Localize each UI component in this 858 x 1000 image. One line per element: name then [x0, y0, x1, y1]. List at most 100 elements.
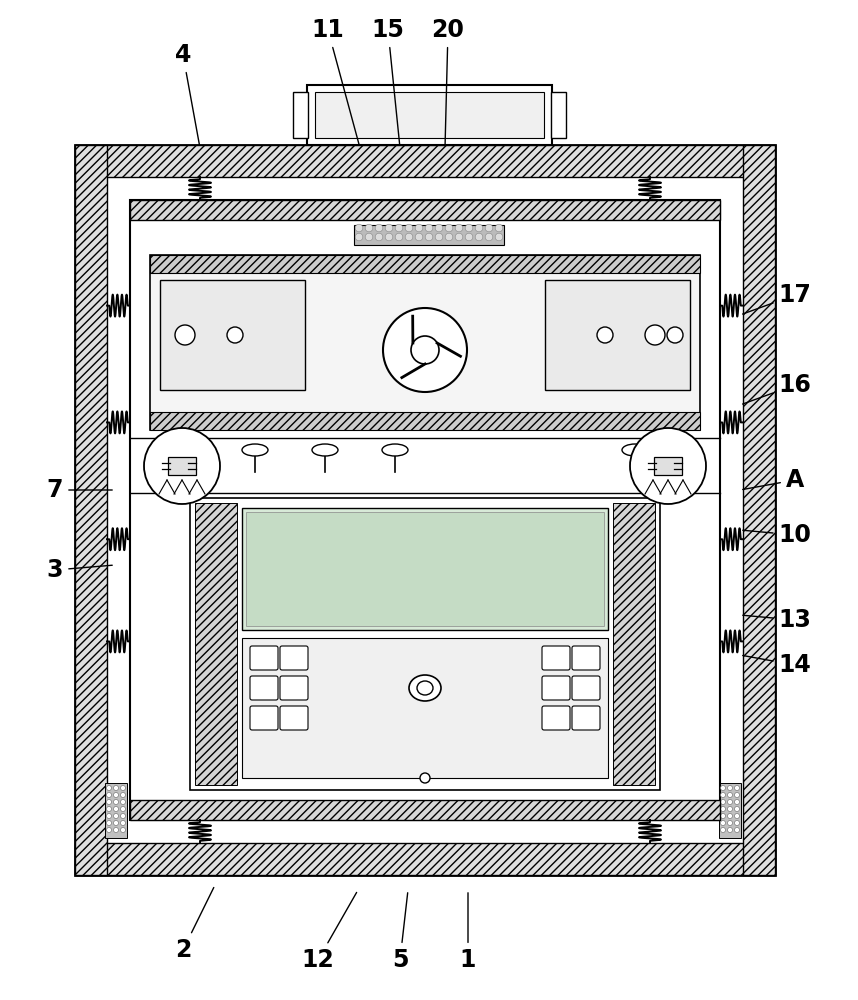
Circle shape — [396, 224, 402, 232]
Bar — [551, 92, 566, 138]
Text: 5: 5 — [392, 893, 408, 972]
Circle shape — [113, 800, 118, 804]
Circle shape — [120, 806, 125, 812]
Text: A: A — [743, 468, 804, 492]
Circle shape — [475, 224, 483, 232]
Bar — [150, 412, 700, 430]
Circle shape — [426, 233, 432, 241]
Circle shape — [415, 233, 423, 241]
Bar — [150, 255, 700, 273]
Circle shape — [465, 233, 473, 241]
Circle shape — [486, 224, 492, 232]
FancyBboxPatch shape — [250, 676, 278, 700]
Bar — [195, 503, 237, 785]
Circle shape — [106, 820, 112, 826]
Bar — [150, 255, 700, 430]
Text: 12: 12 — [302, 892, 357, 972]
Bar — [315, 92, 544, 138]
Circle shape — [375, 233, 383, 241]
Circle shape — [106, 828, 112, 832]
Circle shape — [411, 336, 439, 364]
Bar — [613, 503, 655, 785]
Text: 7: 7 — [46, 478, 112, 502]
Circle shape — [721, 828, 726, 832]
Bar — [246, 512, 604, 626]
Circle shape — [734, 820, 740, 826]
Circle shape — [106, 814, 112, 818]
Bar — [160, 280, 305, 390]
Circle shape — [420, 773, 430, 783]
Circle shape — [728, 814, 733, 818]
Circle shape — [120, 820, 125, 826]
Circle shape — [113, 792, 118, 798]
Bar — [743, 145, 775, 875]
FancyBboxPatch shape — [542, 706, 570, 730]
Circle shape — [113, 814, 118, 818]
Circle shape — [106, 786, 112, 790]
Text: 3: 3 — [46, 558, 112, 582]
Circle shape — [120, 800, 125, 804]
Circle shape — [734, 814, 740, 818]
Circle shape — [435, 224, 443, 232]
Ellipse shape — [177, 444, 203, 456]
Circle shape — [721, 806, 726, 812]
Circle shape — [385, 224, 393, 232]
Ellipse shape — [622, 444, 648, 456]
FancyBboxPatch shape — [280, 676, 308, 700]
Ellipse shape — [312, 444, 338, 456]
FancyBboxPatch shape — [250, 646, 278, 670]
Circle shape — [734, 786, 740, 790]
FancyBboxPatch shape — [572, 676, 600, 700]
Circle shape — [721, 820, 726, 826]
Bar — [719, 783, 741, 838]
Text: 1: 1 — [460, 893, 476, 972]
Circle shape — [106, 792, 112, 798]
Bar — [75, 843, 775, 875]
Bar — [242, 638, 608, 778]
Circle shape — [728, 786, 733, 790]
Text: 15: 15 — [372, 18, 404, 145]
Circle shape — [721, 786, 726, 790]
Text: 16: 16 — [743, 373, 812, 404]
Circle shape — [734, 806, 740, 812]
Circle shape — [495, 224, 503, 232]
Circle shape — [465, 224, 473, 232]
Bar — [168, 457, 196, 475]
Text: 11: 11 — [311, 18, 360, 145]
Circle shape — [728, 820, 733, 826]
Bar — [105, 783, 127, 838]
Circle shape — [597, 327, 613, 343]
Bar — [130, 200, 720, 220]
Ellipse shape — [382, 444, 408, 456]
Circle shape — [415, 224, 423, 232]
Circle shape — [728, 792, 733, 798]
Circle shape — [456, 233, 462, 241]
Bar — [354, 225, 504, 245]
Circle shape — [355, 233, 363, 241]
Circle shape — [106, 806, 112, 812]
Bar — [293, 92, 308, 138]
Bar — [242, 508, 608, 630]
Text: 14: 14 — [743, 653, 812, 677]
Bar — [307, 85, 552, 145]
Circle shape — [120, 792, 125, 798]
Circle shape — [734, 828, 740, 832]
Text: 20: 20 — [432, 18, 464, 145]
Circle shape — [445, 224, 453, 232]
Text: 2: 2 — [175, 887, 214, 962]
FancyBboxPatch shape — [280, 706, 308, 730]
Circle shape — [721, 814, 726, 818]
FancyBboxPatch shape — [572, 646, 600, 670]
FancyBboxPatch shape — [572, 706, 600, 730]
FancyBboxPatch shape — [542, 646, 570, 670]
Circle shape — [728, 800, 733, 804]
Ellipse shape — [409, 675, 441, 701]
Circle shape — [721, 792, 726, 798]
Circle shape — [144, 428, 220, 504]
Text: 17: 17 — [743, 283, 812, 314]
Circle shape — [375, 224, 383, 232]
Text: 4: 4 — [175, 43, 200, 145]
Ellipse shape — [417, 681, 433, 695]
Circle shape — [113, 828, 118, 832]
Circle shape — [385, 233, 393, 241]
